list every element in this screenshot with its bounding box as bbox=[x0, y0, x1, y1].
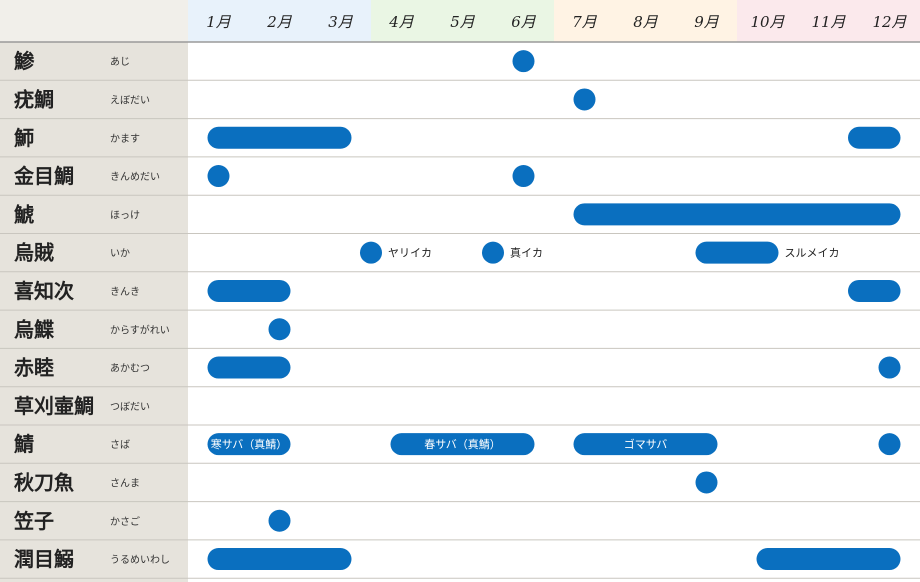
fish-name: 鯵 bbox=[14, 49, 35, 73]
month-label: 9月 bbox=[694, 13, 720, 31]
season-bar bbox=[207, 126, 352, 149]
fish-name: 烏鰈 bbox=[14, 317, 55, 341]
season-bar bbox=[390, 433, 535, 456]
fish-name: 烏賊 bbox=[14, 241, 54, 265]
fish-kana: ほっけ bbox=[110, 209, 140, 221]
fish-name: 鯖 bbox=[14, 432, 34, 456]
season-label: 春サバ（真鯖） bbox=[424, 437, 501, 451]
fish-name: 笠子 bbox=[13, 509, 54, 533]
fish-kana: あじ bbox=[110, 56, 130, 68]
fish-kana: うるめいわし bbox=[110, 554, 170, 566]
month-header-cell bbox=[676, 0, 737, 42]
month-header-cell bbox=[249, 0, 310, 42]
month-header-cell bbox=[737, 0, 798, 42]
month-label: 6月 bbox=[511, 13, 537, 31]
month-header-cell bbox=[554, 0, 615, 42]
fish-name: 鯱 bbox=[14, 202, 34, 226]
season-label: ゴマサバ bbox=[624, 437, 668, 451]
season-label: 寒サバ（真鯖） bbox=[211, 437, 288, 451]
fish-name: 喜知次 bbox=[14, 279, 74, 303]
season-bar bbox=[695, 241, 779, 264]
season-dot bbox=[878, 356, 901, 379]
fish-name: 金目鯛 bbox=[13, 164, 74, 188]
header-corner bbox=[0, 0, 188, 42]
fish-kana: からすがれい bbox=[110, 323, 170, 336]
season-label: 真イカ bbox=[510, 246, 543, 260]
month-label: 2月 bbox=[266, 13, 293, 31]
season-dot bbox=[573, 88, 596, 111]
month-label: 10月 bbox=[750, 13, 785, 31]
fish-kana: さば bbox=[110, 439, 130, 451]
season-bar bbox=[207, 548, 352, 571]
month-header-cell bbox=[371, 0, 432, 42]
fish-kana: かます bbox=[110, 133, 140, 145]
season-bar bbox=[573, 433, 718, 456]
fish-name: 秋刀魚 bbox=[14, 470, 74, 494]
month-header-cell bbox=[615, 0, 676, 42]
month-label: 8月 bbox=[633, 13, 659, 31]
season-bar bbox=[207, 356, 291, 379]
fish-name: 草刈壷鯛 bbox=[14, 394, 94, 418]
season-bar bbox=[207, 279, 291, 302]
fish-name: 潤目鰯 bbox=[14, 547, 74, 571]
fish-name: 赤睦 bbox=[14, 356, 54, 380]
season-dot bbox=[360, 241, 382, 264]
fish-kana: かさご bbox=[110, 515, 140, 528]
fish-kana: きんめだい bbox=[110, 171, 160, 183]
season-dot bbox=[512, 50, 535, 73]
fish-name: 魳 bbox=[14, 126, 34, 150]
season-label: スルメイカ bbox=[785, 247, 840, 260]
month-header-cell bbox=[432, 0, 493, 42]
month-header-cell bbox=[798, 0, 859, 42]
season-dot bbox=[512, 165, 535, 188]
season-dot bbox=[268, 318, 291, 341]
month-header-cell bbox=[493, 0, 554, 42]
month-header-cell bbox=[188, 0, 249, 42]
name-column-bg bbox=[0, 0, 188, 582]
season-dot bbox=[207, 165, 230, 188]
fish-name: 疣鯛 bbox=[14, 87, 54, 111]
fish-kana: さんま bbox=[110, 477, 140, 489]
fish-kana: えぼだい bbox=[110, 94, 150, 106]
season-bar bbox=[848, 126, 901, 149]
month-label: 4月 bbox=[388, 13, 415, 31]
month-label: 11月 bbox=[811, 13, 846, 31]
month-label: 7月 bbox=[572, 13, 598, 31]
fish-kana: つぼだい bbox=[110, 401, 150, 413]
season-dot bbox=[695, 471, 718, 494]
season-dot bbox=[878, 433, 901, 456]
season-bar bbox=[573, 203, 901, 226]
month-label: 5月 bbox=[450, 13, 476, 31]
season-bar bbox=[207, 433, 291, 456]
fish-kana: きんき bbox=[110, 286, 140, 298]
season-dot bbox=[482, 241, 504, 264]
season-dot bbox=[268, 509, 291, 532]
fish-kana: いか bbox=[110, 248, 130, 260]
season-bar bbox=[756, 548, 901, 571]
month-label: 12月 bbox=[872, 13, 907, 31]
month-header-cell bbox=[310, 0, 371, 42]
fish-kana: あかむつ bbox=[110, 363, 150, 375]
month-label: 1月 bbox=[206, 13, 232, 31]
month-header-cell bbox=[859, 0, 920, 42]
season-label: ヤリイカ bbox=[388, 247, 432, 260]
season-bar bbox=[848, 279, 901, 302]
month-label: 3月 bbox=[328, 13, 354, 31]
